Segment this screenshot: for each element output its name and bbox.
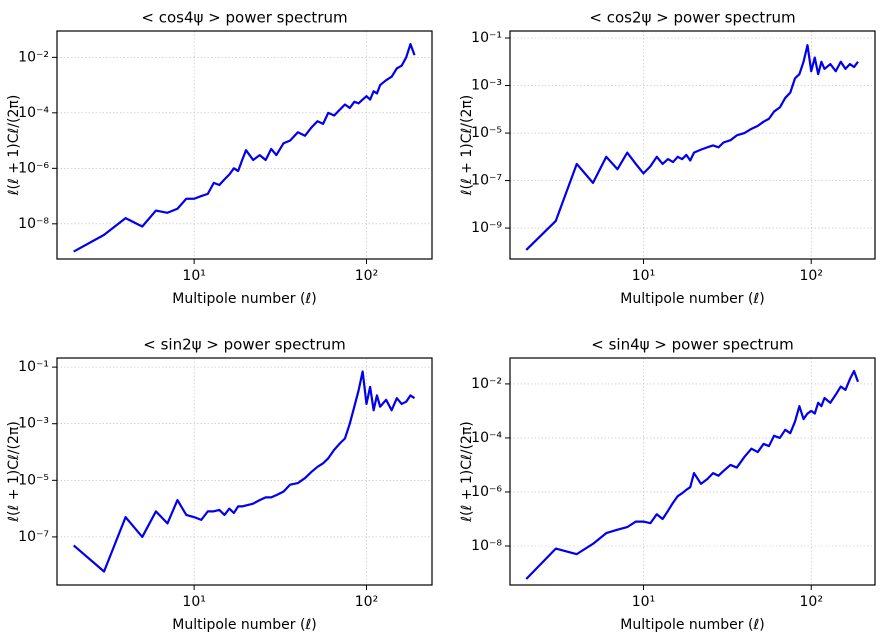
x-axis-label: Multipole number (ℓ) bbox=[172, 617, 316, 633]
subplot: 10¹ 10² 10⁻¹ 10⁻³ 10⁻⁵ 10⁻⁷ < sin2ψ > power sp… bbox=[6, 336, 433, 633]
x-tick-label: 10¹ bbox=[182, 594, 205, 610]
x-tick-label: 10¹ bbox=[632, 268, 655, 284]
y-tick-label: 10⁻¹ bbox=[18, 359, 49, 375]
spectrum-line bbox=[72, 370, 416, 573]
subplot: 10¹ 10² 10⁻² 10⁻⁴ 10⁻⁶ 10⁻⁸ < sin4ψ > power sp… bbox=[459, 336, 876, 633]
x-tick-label: 10² bbox=[355, 594, 378, 610]
chart-title: < cos4ψ > power spectrum bbox=[141, 9, 347, 27]
y-tick-label: 10⁻¹ bbox=[471, 30, 502, 46]
y-tick-label: 10⁻⁸ bbox=[18, 216, 49, 232]
axes-frame bbox=[56, 357, 433, 586]
x-tick-label: 10² bbox=[355, 268, 378, 284]
y-tick-label: 10⁻⁸ bbox=[471, 538, 502, 554]
x-axis-label: Multipole number (ℓ) bbox=[620, 291, 764, 307]
y-tick-label: 10⁻² bbox=[18, 49, 49, 65]
x-tick-label: 10¹ bbox=[182, 268, 205, 284]
spectrum-line bbox=[525, 369, 860, 580]
y-tick-label: 10⁻⁴ bbox=[18, 105, 49, 121]
axes-frame bbox=[509, 357, 876, 586]
x-tick-label: 10¹ bbox=[632, 594, 655, 610]
axes-frame bbox=[56, 30, 433, 260]
y-axis-label: ℓ(ℓ + 1)Cℓ/(2π) bbox=[6, 421, 22, 523]
chart-title: < sin4ψ > power spectrum bbox=[591, 336, 793, 354]
y-tick-label: 10⁻⁶ bbox=[18, 160, 49, 176]
y-axis-label: ℓ(ℓ + 1)Cℓ/(2π) bbox=[459, 421, 475, 523]
y-tick-label: 10⁻² bbox=[471, 376, 502, 392]
y-tick-label: 10⁻⁴ bbox=[471, 430, 502, 446]
chart-title: < sin2ψ > power spectrum bbox=[143, 336, 345, 354]
axes-frame bbox=[509, 30, 876, 260]
spectrum-line bbox=[525, 44, 859, 251]
y-axis-label: ℓ(ℓ + 1)Cℓ/(2π) bbox=[459, 95, 475, 197]
y-tick-label: 10⁻³ bbox=[18, 416, 49, 432]
x-tick-label: 10² bbox=[800, 594, 823, 610]
x-axis-label: Multipole number (ℓ) bbox=[172, 291, 316, 307]
y-tick-label: 10⁻⁷ bbox=[18, 529, 49, 545]
chart-title: < cos2ψ > power spectrum bbox=[589, 9, 795, 27]
x-tick-label: 10² bbox=[800, 268, 823, 284]
y-axis-label: ℓ(ℓ + 1)Cℓ/(2π) bbox=[6, 95, 22, 197]
y-tick-label: 10⁻⁶ bbox=[471, 484, 502, 500]
y-tick-label: 10⁻³ bbox=[471, 78, 502, 94]
subplot: 10¹ 10² 10⁻² 10⁻⁴ 10⁻⁶ 10⁻⁸ < cos4ψ > power sp… bbox=[6, 9, 433, 307]
y-tick-label: 10⁻⁷ bbox=[471, 173, 502, 189]
y-tick-label: 10⁻⁵ bbox=[18, 472, 49, 488]
subplot: 10¹ 10² 10⁻¹ 10⁻³ 10⁻⁵ 10⁻⁷ 10⁻⁹ < cos2ψ > powe… bbox=[459, 9, 876, 307]
y-tick-label: 10⁻⁹ bbox=[471, 220, 502, 236]
spectrum-line bbox=[73, 43, 416, 253]
x-axis-label: Multipole number (ℓ) bbox=[620, 617, 764, 633]
y-tick-label: 10⁻⁵ bbox=[471, 125, 502, 141]
